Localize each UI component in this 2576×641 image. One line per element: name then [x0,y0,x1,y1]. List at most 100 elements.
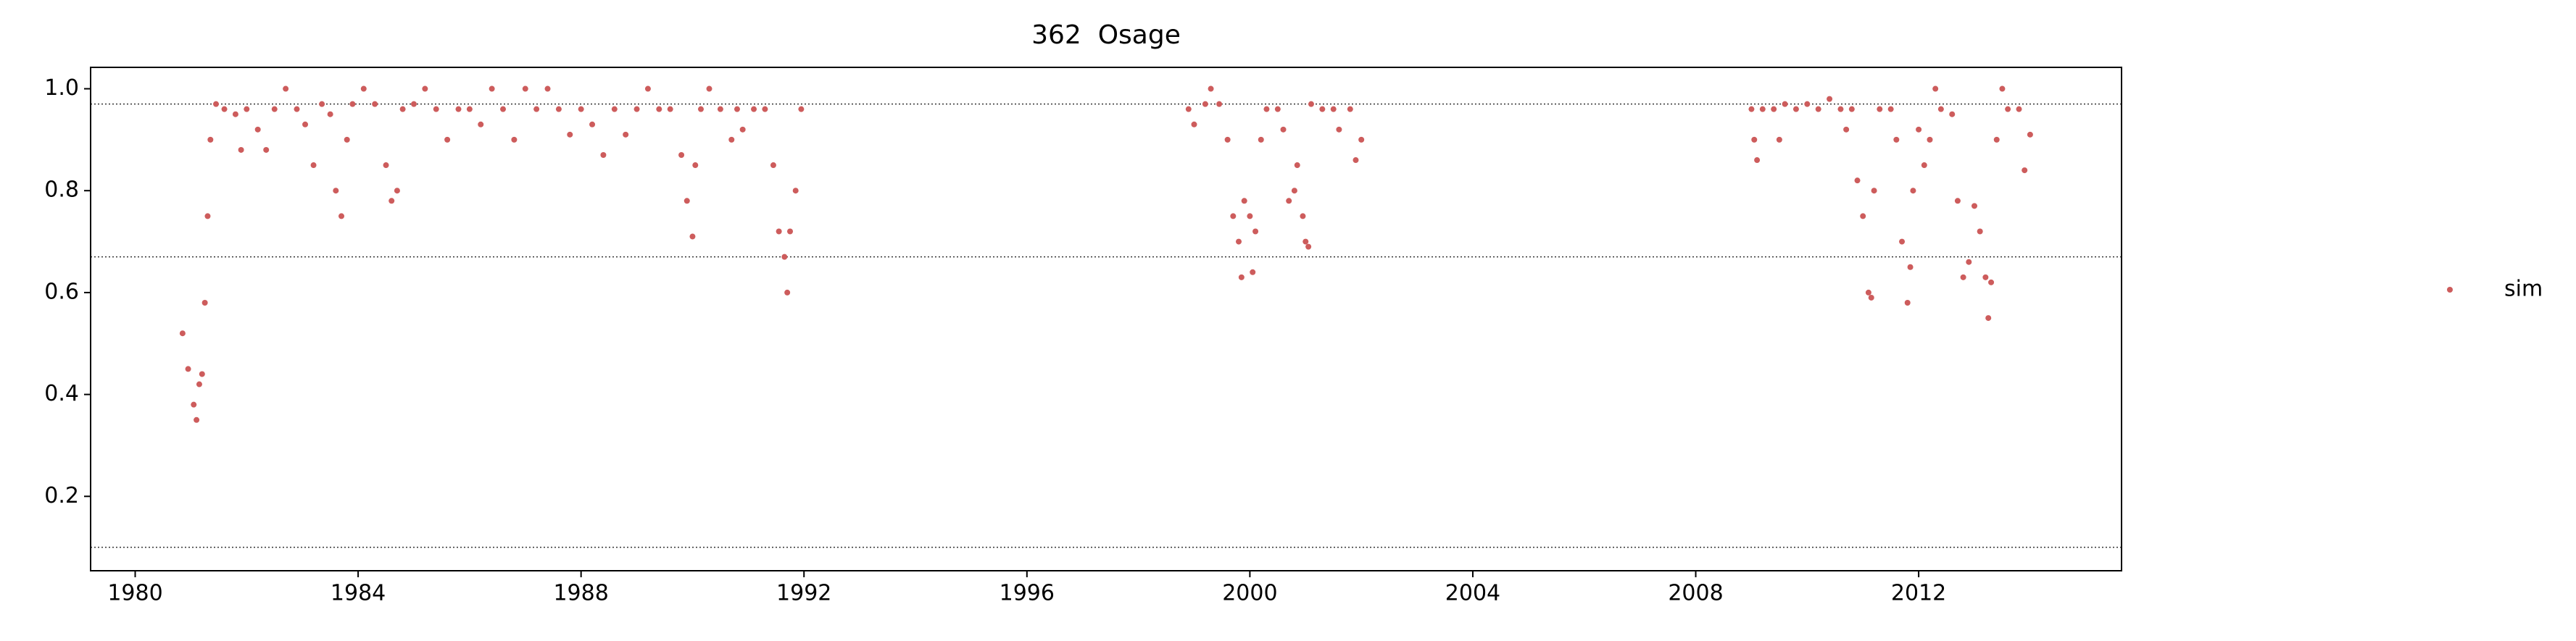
point [1754,157,1761,164]
point [689,233,696,240]
point [2022,167,2028,174]
point [1308,101,1314,107]
point [1258,136,1264,143]
point [522,85,528,92]
point [555,106,562,112]
point [784,289,791,296]
point [578,106,584,112]
point [1216,101,1223,107]
point [511,136,518,143]
point [2005,106,2011,112]
x-tick-label: 1992 [776,581,831,606]
x-tick-label: 2008 [1668,581,1723,606]
point [1771,106,1777,112]
point [466,106,473,112]
point [1300,213,1306,219]
y-tick-label: 1.0 [44,75,79,101]
point [706,85,712,92]
point [1353,157,1359,164]
point [389,198,395,204]
point [792,188,799,194]
point [1280,126,1287,133]
point [199,371,205,377]
point [1319,106,1326,112]
point [770,162,776,169]
point [1910,188,1916,194]
point [433,106,439,112]
point [372,101,378,107]
point [179,330,186,337]
point [360,85,367,92]
point [327,111,333,117]
y-tick-label: 0.2 [44,483,79,508]
point [717,106,723,112]
point [319,101,325,107]
point [1854,177,1861,184]
point [232,111,238,117]
point [567,131,573,138]
point [1224,136,1231,143]
point [1954,198,1961,204]
point [1904,299,1911,306]
point [1247,213,1253,219]
point [1977,228,1983,235]
point [333,188,339,194]
point [1865,289,1871,296]
point [500,106,507,112]
point [1291,188,1297,194]
point [1252,228,1259,235]
point [1921,162,1927,169]
x-tick-label: 2012 [1891,581,1946,606]
point [1988,279,1995,285]
point [207,136,214,143]
point [338,213,345,219]
point [1776,136,1782,143]
point [787,228,794,235]
point [762,106,768,112]
point [1330,106,1337,112]
point [589,121,596,127]
x-tick-label: 1980 [107,581,162,606]
point [399,106,406,112]
point [1877,106,1883,112]
point [1274,106,1281,112]
point [751,106,757,112]
chart-title: 362 Osage [1031,20,1181,50]
point [1927,136,1933,143]
point [611,106,618,112]
point [394,188,400,194]
point [201,299,208,306]
point [1302,238,1309,245]
point [1230,213,1237,219]
point [271,106,278,112]
point [1985,315,1992,322]
point [798,106,805,112]
point [310,162,317,169]
x-tick-label: 1988 [553,581,608,606]
point [1827,96,1833,102]
plot-frame [90,67,2122,571]
point [1336,126,1342,133]
point [1815,106,1821,112]
point [283,85,289,92]
point [684,198,690,204]
y-tick-label: 0.8 [44,177,79,203]
point [455,106,462,112]
point [1804,101,1811,107]
point [1294,162,1300,169]
point [1241,198,1247,204]
point [1966,259,1972,265]
point [1358,136,1365,143]
point [533,106,540,112]
point [1982,274,1989,280]
point [697,106,704,112]
point [1238,274,1245,280]
point [263,146,270,153]
point [1916,126,1922,133]
point [244,106,250,112]
point [734,106,740,112]
point [633,106,640,112]
y-tick-label: 0.6 [44,279,79,304]
